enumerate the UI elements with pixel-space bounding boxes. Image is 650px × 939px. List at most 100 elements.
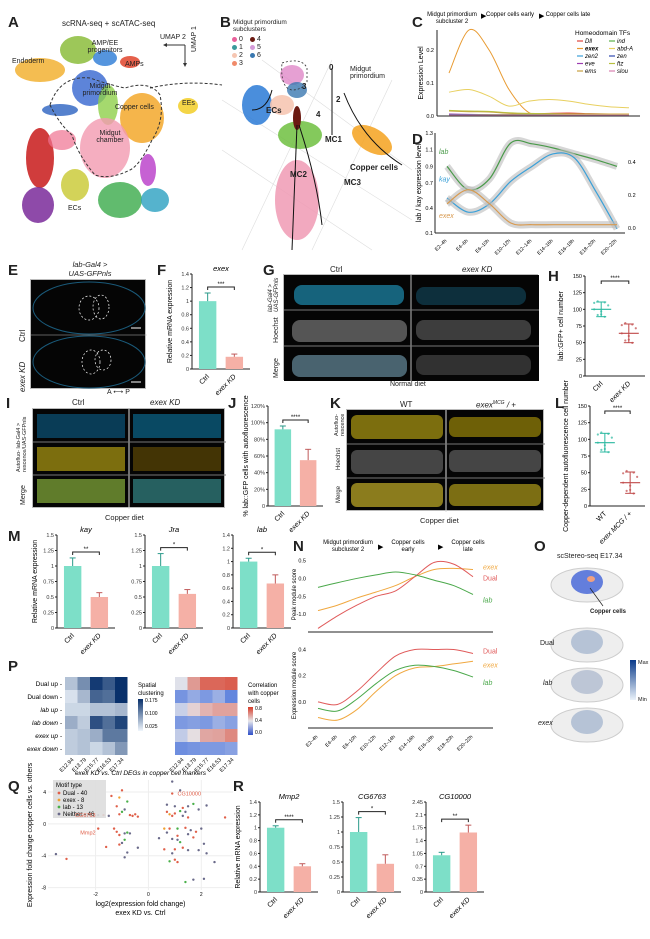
heatmap-cell: [90, 703, 103, 716]
row-label: Dual up -: [36, 681, 62, 688]
data-point: [110, 794, 113, 798]
y-tick-label: 25: [581, 487, 587, 493]
heatmap-cell: [77, 703, 90, 716]
series-line-lab: [317, 664, 474, 712]
y-tick-label: 0.4: [222, 599, 230, 605]
y-tick-label: 0.1: [425, 231, 433, 237]
y-tick-label: 0: [51, 626, 54, 632]
y-axis-label: Copper-dependent autofluorescence cell n…: [563, 379, 570, 531]
legend-label: Dual - 40: [63, 791, 88, 797]
panel-label-r: R: [233, 778, 244, 795]
chart-p: Dual up - Dual down - lab up - lab down - ex…: [27, 677, 279, 774]
significance-bracket: [358, 811, 386, 815]
data-point: [97, 827, 100, 830]
legend-title-spatial: Spatial: [138, 683, 156, 689]
data-point: [197, 848, 200, 852]
panel-i-image: [32, 408, 226, 509]
cluster-ecs: [26, 128, 54, 188]
heatmap-cell: [212, 716, 225, 729]
x-tick-label: Ctrl: [349, 896, 362, 909]
y-tick-label: 0: [337, 890, 340, 896]
y-tick-label: 1.3: [425, 131, 433, 137]
heatmap-cell: [77, 690, 90, 703]
stage-label: Midgut primordium: [323, 540, 373, 546]
data-point: [178, 809, 182, 813]
data-point: [186, 816, 190, 819]
data-point: [118, 813, 121, 816]
data-point: [136, 846, 140, 849]
ci-band-exex: [444, 186, 617, 229]
cluster-endoderm: [15, 58, 65, 82]
e-title-line1: lab-Gal4 >: [72, 260, 108, 269]
b-label-0: 0: [329, 63, 334, 72]
k-col-superscript: MCG: [492, 400, 505, 406]
x-tick-label: Ctrl: [151, 632, 164, 645]
y-tick-label: 80%: [254, 437, 265, 443]
data-point: [205, 852, 208, 855]
x-tick-label: Ctrl: [266, 896, 279, 909]
o-scale-max: Max: [638, 660, 649, 666]
legend-dot: [57, 812, 61, 816]
y-tick-label: 1.25: [131, 549, 142, 555]
y-tick-label: 1: [51, 564, 54, 570]
b-legend-dot: [232, 45, 237, 50]
panel-e-image: [30, 279, 147, 389]
y-tick-label: 1.2: [249, 813, 257, 819]
y-tick-label: 0.75: [131, 580, 142, 586]
umap-axis-arrows: [163, 43, 187, 67]
x-tick-label: exex KD: [214, 373, 238, 397]
data-point: [176, 827, 179, 830]
y-tick-label: 1: [337, 830, 340, 836]
y-tick-label: 125: [573, 291, 582, 297]
heatmap-cell: [65, 729, 78, 742]
colorbar-tick: 0.025: [145, 724, 158, 730]
b-legend-label: 1: [239, 44, 243, 51]
y-tick-label: 0.0: [298, 700, 306, 706]
cluster-amps: [120, 56, 140, 68]
y-tick-label: 0: [139, 626, 142, 632]
e-row-exex-kd: exex KD: [18, 361, 27, 392]
x-tick-label: -2: [93, 892, 98, 898]
embryo-dual: [550, 627, 624, 663]
legend-label: ftz: [617, 62, 623, 68]
heatmap-cell: [225, 729, 238, 742]
label-copper-cells: Copper cells: [115, 104, 154, 111]
data-point: [223, 816, 227, 819]
x-tick-label: Ctrl: [198, 373, 211, 386]
b-legend-dot: [250, 37, 255, 42]
heatmap-cell: [65, 716, 78, 729]
y-tick-label: 0: [43, 822, 46, 828]
g-row-gfp: lab-Gal4 > UAS-GFPnls: [268, 277, 280, 312]
y-tick-label: 1.75: [412, 826, 423, 832]
k-col-exex: exexMCG / +: [476, 400, 516, 410]
x-tick-label: E16–18h: [558, 238, 577, 257]
b-legend-item: 5: [250, 44, 261, 51]
x-tick-label: E14–16h: [536, 238, 555, 257]
heatmap-cell: [187, 677, 200, 690]
y-tick-label: 0.25: [131, 611, 142, 617]
y-axis-label: % lab::GFP cells with autofluorescence: [243, 395, 250, 516]
data-point: [134, 813, 137, 816]
x-tick-label: E2–4h: [434, 238, 449, 253]
y-axis-label: Expression module score: [292, 651, 298, 719]
x-tick-label: E14–16h: [398, 734, 417, 753]
legend-dot: [57, 805, 61, 809]
heatmap-cell: [175, 729, 188, 742]
i-row-autofluo: Autofluo- lab-Gal4 > rescence/UAS-GFPnls: [16, 416, 28, 472]
data-point: [168, 860, 171, 863]
x-tick-label: E12–14h: [379, 734, 398, 753]
significance-bracket: [160, 547, 188, 551]
data-point: [128, 832, 132, 835]
k-col-wt: WT: [400, 400, 413, 409]
significance-bracket: [282, 419, 309, 423]
y-tick-label: 2.1: [415, 813, 423, 819]
x-tick-label: WT: [596, 510, 609, 523]
row-label: lab up -: [40, 707, 63, 714]
x-tick-label: E18–20h: [437, 734, 456, 753]
embryo-lab: [550, 667, 624, 703]
i-col-ctrl: Ctrl: [72, 398, 85, 407]
y-tick-label: 120%: [251, 404, 265, 410]
bar: [198, 301, 217, 369]
y-tick-label: 0.2: [222, 613, 230, 619]
y-tick-label: 0.2: [249, 877, 257, 883]
